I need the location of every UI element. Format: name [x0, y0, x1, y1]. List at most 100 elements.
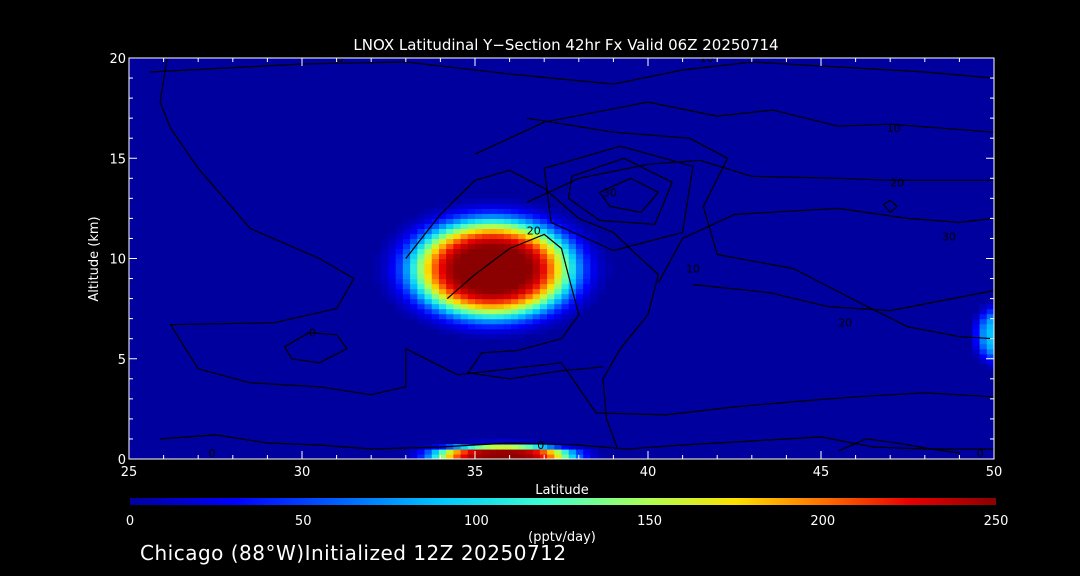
- heat-cell: [417, 278, 426, 285]
- heat-cell: [583, 298, 591, 305]
- heat-cell: [402, 453, 411, 459]
- heat-cell: [482, 238, 491, 245]
- heat-cell: [561, 238, 570, 245]
- heat-cell: [417, 263, 426, 270]
- heat-cell: [547, 238, 555, 245]
- heat-cell: [453, 323, 462, 330]
- heat-cell: [561, 253, 570, 260]
- heat-cell: [511, 238, 519, 245]
- heat-cell: [503, 328, 512, 335]
- heat-cell: [410, 313, 418, 320]
- heat-cell: [402, 218, 411, 225]
- heat-cell: [489, 288, 498, 295]
- heat-cell: [518, 308, 527, 315]
- heat-cell: [511, 218, 519, 225]
- heat-cell: [482, 203, 491, 209]
- heat-cell: [597, 268, 606, 275]
- heat-cell: [496, 198, 505, 204]
- heat-cell: [395, 243, 404, 250]
- heat-cell: [402, 228, 411, 235]
- heat-cell: [388, 243, 397, 250]
- heat-cell: [496, 283, 505, 290]
- heat-cell: [417, 253, 426, 260]
- heat-cell: [568, 293, 577, 300]
- heat-cell: [511, 203, 519, 209]
- heat-cell: [438, 243, 447, 250]
- heat-cell: [496, 203, 505, 209]
- heat-cell: [590, 233, 599, 240]
- heat-cell: [496, 263, 505, 270]
- heat-cell: [518, 213, 527, 219]
- heat-cell: [547, 223, 555, 230]
- heat-cell: [460, 303, 469, 310]
- heat-cell: [489, 313, 498, 320]
- heat-cell: [446, 278, 454, 285]
- heat-cell: [467, 318, 476, 325]
- heat-cell: [503, 313, 512, 320]
- heat-cell: [475, 203, 483, 209]
- heat-cell: [583, 283, 591, 290]
- heat-cell: [554, 283, 563, 290]
- heat-cell: [381, 248, 390, 255]
- heat-cell: [547, 278, 555, 285]
- heat-cell: [518, 453, 527, 459]
- heat-cell: [395, 283, 404, 290]
- heat-cell: [417, 213, 426, 219]
- heat-cell: [972, 323, 981, 330]
- heat-cell: [489, 263, 498, 270]
- heat-cell: [503, 263, 512, 270]
- heat-cell: [475, 263, 483, 270]
- heat-cell: [489, 453, 498, 459]
- heat-cell: [539, 258, 548, 265]
- contour-line: [838, 438, 960, 454]
- heat-cell: [525, 298, 534, 305]
- heat-cell: [424, 238, 433, 245]
- heat-cell: [503, 198, 512, 204]
- heat-cell: [568, 243, 577, 250]
- heat-cell: [561, 293, 570, 300]
- heat-cell: [547, 293, 555, 300]
- heat-cell: [503, 293, 512, 300]
- heat-cell: [410, 293, 418, 300]
- heat-cell: [547, 323, 555, 330]
- heat-cell: [453, 453, 462, 459]
- heat-cell: [554, 273, 563, 280]
- heat-cell: [395, 233, 404, 240]
- heat-cell: [388, 238, 397, 245]
- heat-cell: [467, 258, 476, 265]
- heat-cell: [395, 258, 404, 265]
- heat-cell: [489, 208, 498, 214]
- heat-cell: [525, 233, 534, 240]
- colorbar-ticks: 0 50 100 150 200 250: [126, 514, 1009, 529]
- heat-cell: [539, 218, 548, 225]
- heat-cell: [525, 283, 534, 290]
- contour-labels: 10 20 20 30 20 30 10 0 0 10 0 0 0: [209, 58, 984, 460]
- heat-cell: [539, 208, 548, 214]
- heat-cell: [525, 238, 534, 245]
- heat-cell: [532, 203, 541, 209]
- heat-cell: [482, 223, 491, 230]
- heat-cell: [503, 443, 512, 450]
- heat-cell: [460, 223, 469, 230]
- heat-cell: [482, 323, 491, 330]
- heat-cell: [417, 298, 426, 305]
- heat-cell: [547, 288, 555, 295]
- heat-cell: [431, 208, 440, 214]
- heat-cell: [561, 308, 570, 315]
- heat-cell: [410, 308, 418, 315]
- heat-cell: [460, 288, 469, 295]
- heat-cell: [604, 263, 613, 270]
- heat-cell: [554, 258, 563, 265]
- heat-cell: [467, 238, 476, 245]
- heat-cell: [583, 273, 591, 280]
- contour-line: [692, 284, 994, 312]
- heat-cell: [402, 293, 411, 300]
- heat-cell: [597, 243, 606, 250]
- heat-cell: [518, 318, 527, 325]
- heat-cell: [568, 253, 577, 260]
- heat-cell: [575, 298, 584, 305]
- heat-cell: [431, 263, 440, 270]
- contour-value-label: 0: [977, 447, 984, 460]
- heat-cell: [424, 243, 433, 250]
- heat-cell: [446, 288, 454, 295]
